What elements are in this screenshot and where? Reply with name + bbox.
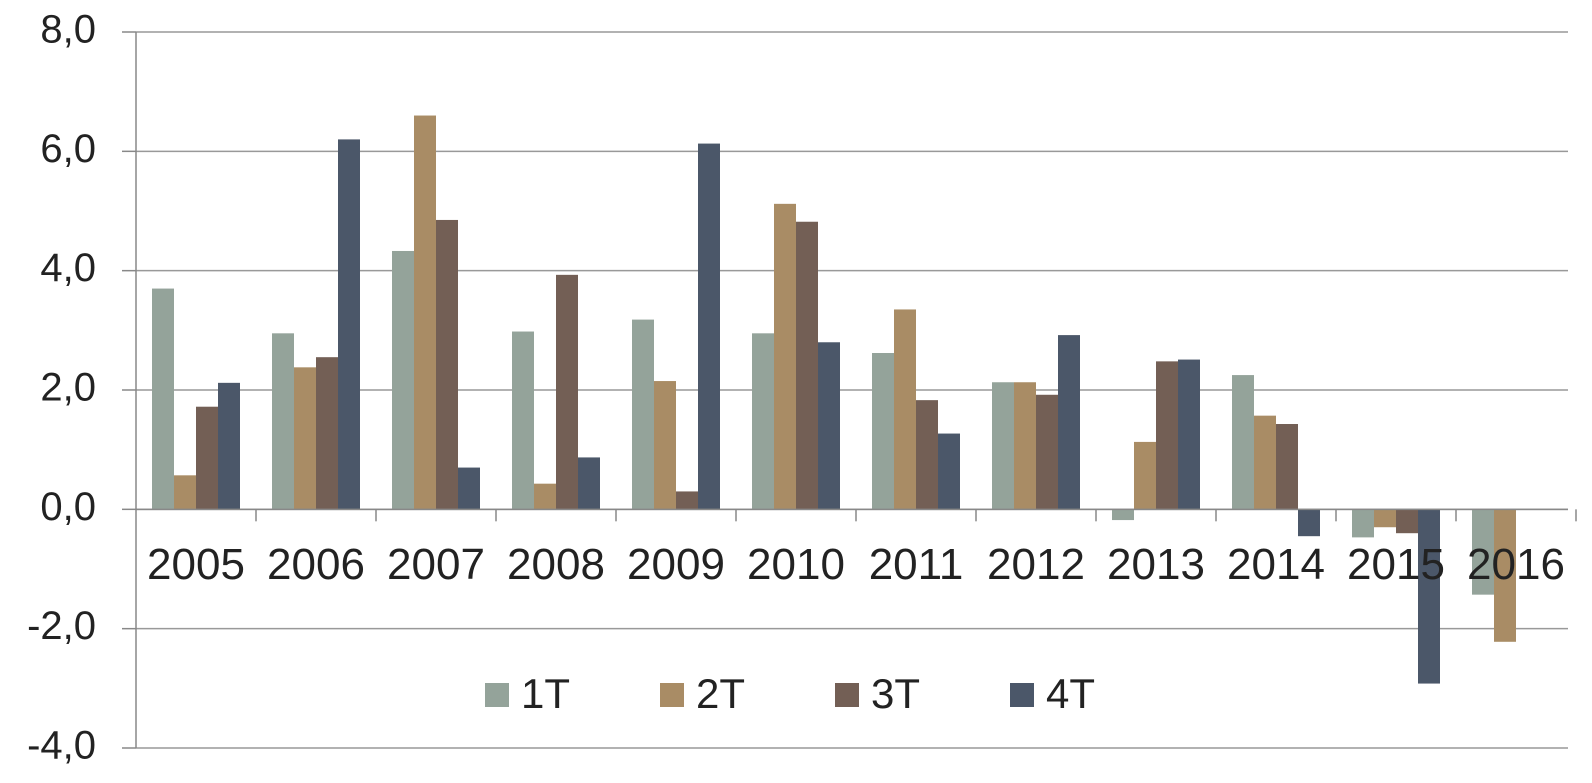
bar bbox=[1418, 509, 1440, 684]
legend-swatch bbox=[660, 683, 684, 707]
bar bbox=[818, 342, 840, 510]
legend-swatch bbox=[835, 683, 859, 707]
bar bbox=[316, 357, 338, 510]
y-tick-label: 0,0 bbox=[40, 485, 96, 529]
bar bbox=[196, 406, 218, 510]
bar bbox=[1178, 359, 1200, 510]
x-tick-label: 2010 bbox=[747, 540, 845, 589]
bar bbox=[796, 221, 818, 510]
x-tick-label: 2007 bbox=[387, 540, 485, 589]
bar bbox=[458, 467, 480, 510]
y-tick-label: -4,0 bbox=[27, 724, 96, 768]
y-tick-label: -2,0 bbox=[27, 604, 96, 648]
bar bbox=[1058, 335, 1080, 510]
bar bbox=[632, 319, 654, 510]
bar bbox=[676, 491, 698, 510]
bar bbox=[774, 203, 796, 510]
bar bbox=[1232, 375, 1254, 510]
bar bbox=[436, 219, 458, 510]
bar bbox=[992, 382, 1014, 510]
bar bbox=[894, 309, 916, 510]
bar bbox=[872, 353, 894, 510]
bar bbox=[218, 382, 240, 510]
y-tick-label: 4,0 bbox=[40, 246, 96, 290]
bar bbox=[512, 331, 534, 510]
legend-label: 1T bbox=[521, 670, 570, 717]
bar bbox=[174, 475, 196, 510]
y-tick-label: 8,0 bbox=[40, 8, 96, 52]
bar bbox=[152, 288, 174, 510]
x-tick-label: 2008 bbox=[507, 540, 605, 589]
legend-label: 2T bbox=[696, 670, 745, 717]
bar bbox=[916, 400, 938, 510]
bar bbox=[654, 381, 676, 510]
bar bbox=[578, 457, 600, 510]
bar bbox=[1396, 509, 1418, 534]
bar bbox=[1472, 509, 1494, 595]
bar bbox=[556, 274, 578, 510]
bar bbox=[1276, 424, 1298, 510]
bar bbox=[1352, 509, 1374, 538]
x-tick-label: 2014 bbox=[1227, 540, 1325, 589]
legend-label: 3T bbox=[871, 670, 920, 717]
bar bbox=[1156, 361, 1178, 510]
x-tick-label: 2006 bbox=[267, 540, 365, 589]
bar bbox=[294, 367, 316, 510]
x-tick-label: 2015 bbox=[1347, 540, 1445, 589]
bar bbox=[272, 333, 294, 510]
bar bbox=[392, 250, 414, 510]
legend-label: 4T bbox=[1046, 670, 1095, 717]
bar bbox=[698, 143, 720, 510]
bar bbox=[338, 139, 360, 510]
bar bbox=[1494, 509, 1516, 642]
legend-swatch bbox=[485, 683, 509, 707]
x-tick-label: 2016 bbox=[1467, 540, 1565, 589]
x-tick-label: 2011 bbox=[869, 540, 964, 589]
bar bbox=[1298, 509, 1320, 537]
bar bbox=[1014, 382, 1036, 510]
bar bbox=[1374, 509, 1396, 528]
x-tick-label: 2012 bbox=[987, 540, 1085, 589]
bar bbox=[1036, 394, 1058, 510]
y-tick-label: 2,0 bbox=[40, 366, 96, 410]
y-tick-label: 6,0 bbox=[40, 127, 96, 171]
bar bbox=[414, 115, 436, 510]
bar bbox=[938, 433, 960, 510]
x-tick-label: 2005 bbox=[147, 540, 245, 589]
bar bbox=[1134, 441, 1156, 510]
bar bbox=[1254, 415, 1276, 510]
bar bbox=[534, 483, 556, 510]
bar bbox=[752, 333, 774, 510]
x-tick-label: 2013 bbox=[1107, 540, 1205, 589]
x-tick-label: 2009 bbox=[627, 540, 725, 589]
legend-swatch bbox=[1010, 683, 1034, 707]
bar bbox=[1112, 509, 1134, 521]
